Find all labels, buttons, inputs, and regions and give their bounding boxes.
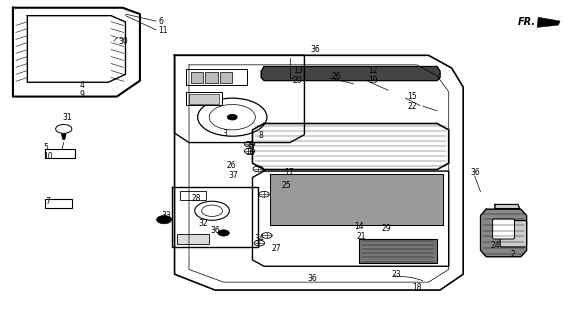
FancyBboxPatch shape bbox=[186, 92, 222, 105]
Text: 28: 28 bbox=[192, 194, 201, 203]
Text: 23: 23 bbox=[391, 270, 401, 279]
Text: 33: 33 bbox=[162, 211, 172, 220]
Polygon shape bbox=[61, 134, 66, 140]
FancyBboxPatch shape bbox=[220, 72, 232, 83]
Text: 13: 13 bbox=[293, 66, 303, 75]
Text: 9: 9 bbox=[79, 91, 84, 100]
Text: 25: 25 bbox=[282, 181, 292, 190]
Text: 16: 16 bbox=[245, 148, 255, 156]
Text: 20: 20 bbox=[293, 76, 303, 84]
Text: 32: 32 bbox=[199, 219, 208, 228]
Text: 3: 3 bbox=[223, 129, 227, 138]
Text: 26: 26 bbox=[227, 161, 236, 170]
Text: 15: 15 bbox=[407, 92, 417, 101]
Text: 29: 29 bbox=[381, 224, 391, 233]
FancyBboxPatch shape bbox=[492, 219, 514, 239]
Circle shape bbox=[218, 230, 230, 236]
Text: 31: 31 bbox=[62, 113, 71, 122]
Text: 12: 12 bbox=[368, 66, 378, 75]
Polygon shape bbox=[495, 204, 520, 209]
Text: 6: 6 bbox=[158, 17, 163, 26]
Text: FR.: FR. bbox=[518, 17, 536, 27]
Text: 36: 36 bbox=[471, 168, 480, 177]
Polygon shape bbox=[359, 239, 437, 263]
Text: 11: 11 bbox=[158, 26, 168, 35]
Text: 26: 26 bbox=[332, 72, 341, 81]
Text: 36: 36 bbox=[310, 45, 320, 54]
Text: 34: 34 bbox=[254, 234, 264, 243]
Text: 37: 37 bbox=[229, 171, 238, 180]
FancyBboxPatch shape bbox=[189, 94, 219, 104]
FancyBboxPatch shape bbox=[186, 69, 246, 85]
Polygon shape bbox=[537, 17, 560, 28]
FancyBboxPatch shape bbox=[177, 234, 209, 244]
Polygon shape bbox=[261, 67, 440, 81]
Text: 2: 2 bbox=[510, 250, 515, 259]
Text: 19: 19 bbox=[368, 76, 378, 84]
Text: 35: 35 bbox=[245, 142, 255, 151]
Text: 24: 24 bbox=[491, 241, 501, 250]
Text: 5: 5 bbox=[43, 143, 48, 152]
Text: 27: 27 bbox=[271, 244, 281, 253]
Text: 14: 14 bbox=[354, 222, 364, 231]
Polygon shape bbox=[480, 209, 527, 257]
Text: 36: 36 bbox=[211, 226, 220, 235]
Text: 21: 21 bbox=[356, 232, 366, 241]
Text: 30: 30 bbox=[118, 37, 128, 46]
FancyBboxPatch shape bbox=[45, 199, 72, 208]
FancyBboxPatch shape bbox=[191, 72, 204, 83]
Text: 36: 36 bbox=[307, 274, 317, 283]
FancyBboxPatch shape bbox=[205, 72, 218, 83]
Text: 4: 4 bbox=[79, 81, 84, 90]
Text: 10: 10 bbox=[43, 152, 53, 161]
Circle shape bbox=[157, 215, 172, 224]
Polygon shape bbox=[270, 174, 443, 225]
Text: 17: 17 bbox=[284, 168, 294, 177]
Text: 18: 18 bbox=[412, 283, 422, 292]
Text: 22: 22 bbox=[407, 101, 416, 111]
FancyBboxPatch shape bbox=[500, 220, 527, 247]
Circle shape bbox=[228, 115, 237, 120]
Text: 8: 8 bbox=[258, 131, 263, 140]
FancyBboxPatch shape bbox=[180, 191, 206, 200]
FancyBboxPatch shape bbox=[45, 149, 75, 158]
Text: 7: 7 bbox=[45, 197, 50, 206]
